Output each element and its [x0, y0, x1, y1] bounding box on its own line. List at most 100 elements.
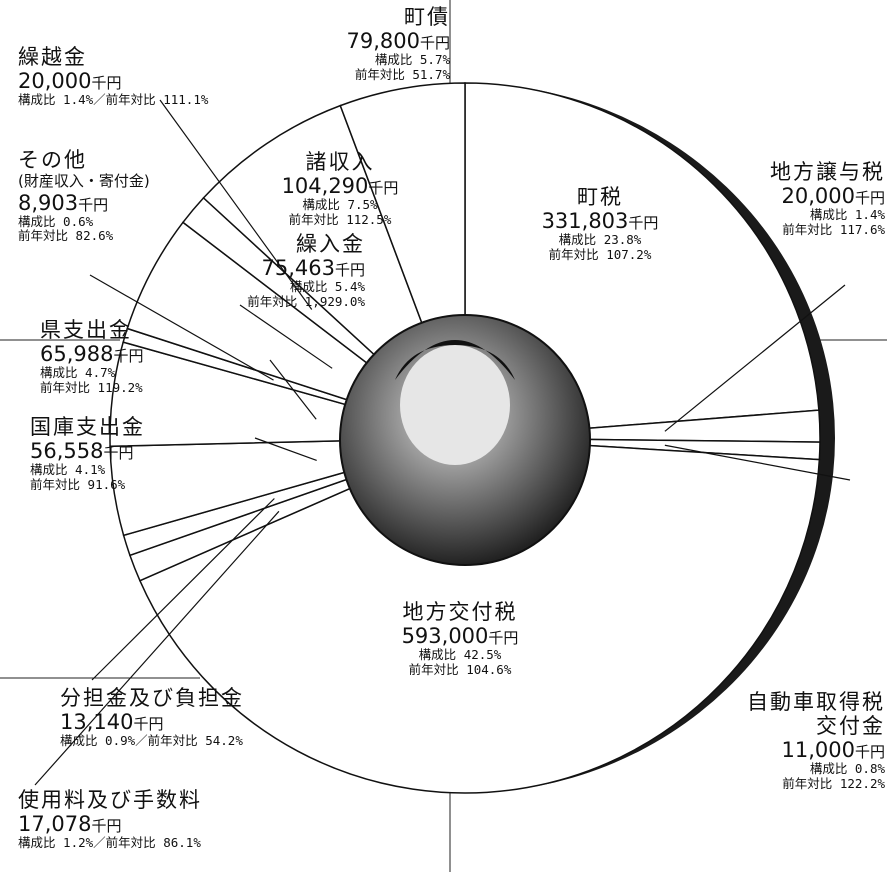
amount: 56,558 — [30, 439, 103, 463]
category-name: 自動車取得税交付金 — [747, 690, 885, 738]
label-line: 前年対比 1,929.0% — [165, 295, 365, 309]
label-line: 国庫支出金 — [30, 415, 270, 439]
unit: 千円 — [91, 817, 121, 835]
slice-label: 町債79,800千円構成比 5.7%前年対比 51.7% — [300, 5, 450, 82]
unit: 千円 — [488, 629, 518, 647]
category-name: 使用料及び手数料 — [18, 788, 202, 812]
separator: ／ — [135, 733, 148, 748]
label-line: 繰越金 — [18, 45, 338, 69]
category-name: 町税 — [577, 185, 623, 209]
label-line: 構成比 1.2%／前年対比 86.1% — [18, 836, 478, 850]
category-name: 地方交付税 — [403, 600, 518, 624]
amount: 79,800 — [347, 29, 420, 53]
share-label: 構成比 — [375, 52, 413, 67]
share: 42.5% — [464, 647, 502, 662]
amount: 331,803 — [542, 209, 629, 233]
label-line: 県支出金 — [40, 318, 280, 342]
label-line: その他 — [18, 148, 218, 172]
yoy-label: 前年対比 — [106, 92, 156, 107]
label-line: 構成比 5.4% — [165, 280, 365, 294]
amount: 593,000 — [402, 624, 489, 648]
yoy-label: 前年対比 — [40, 380, 90, 395]
share: 1.2% — [63, 835, 93, 850]
amount: 75,463 — [262, 256, 335, 280]
yoy: 104.6% — [466, 662, 511, 677]
yoy-label: 前年対比 — [549, 247, 599, 262]
label-line: (財産収入・寄付金) — [18, 172, 218, 190]
yoy: 111.1% — [163, 92, 208, 107]
label-line: 前年対比 117.6% — [735, 223, 885, 237]
amount: 11,000 — [782, 738, 855, 762]
label-line: 構成比 7.5% — [255, 198, 425, 212]
yoy-label: 前年対比 — [409, 662, 459, 677]
yoy: 107.2% — [606, 247, 651, 262]
label-line: 構成比 4.7% — [40, 366, 280, 380]
page: 町税331,803千円構成比 23.8%前年対比 107.2%地方譲与税20,0… — [0, 0, 887, 872]
category-name: 町債 — [404, 5, 450, 29]
yoy: 119.2% — [98, 380, 143, 395]
category-name: 繰越金 — [18, 45, 87, 69]
unit: 千円 — [855, 189, 885, 207]
share: 4.7% — [85, 365, 115, 380]
label-line: 20,000千円 — [18, 69, 338, 93]
yoy-label: 前年対比 — [289, 212, 339, 227]
share: 7.5% — [347, 197, 377, 212]
slice-label: 町税331,803千円構成比 23.8%前年対比 107.2% — [505, 185, 695, 262]
separator: ／ — [93, 835, 106, 850]
unit: 千円 — [78, 196, 108, 214]
share-label: 構成比 — [302, 197, 340, 212]
share: 0.9% — [105, 733, 135, 748]
label-line: 104,290千円 — [255, 174, 425, 198]
share-label: 構成比 — [60, 733, 98, 748]
category-name: 分担金及び負担金 — [60, 686, 244, 710]
amount: 17,078 — [18, 812, 91, 836]
label-line: 前年対比 122.2% — [735, 777, 885, 791]
yoy: 117.6% — [840, 222, 885, 237]
category-name: 諸収入 — [306, 150, 375, 174]
unit: 千円 — [113, 347, 143, 365]
label-line: 構成比 1.4% — [735, 208, 885, 222]
slice-label: 自動車取得税交付金11,000千円構成比 0.8%前年対比 122.2% — [735, 690, 885, 791]
unit: 千円 — [133, 715, 163, 733]
share-label: 構成比 — [810, 761, 848, 776]
unit: 千円 — [855, 743, 885, 761]
label-line: 繰入金 — [165, 232, 365, 256]
category-name: 国庫支出金 — [30, 415, 145, 439]
yoy: 112.5% — [346, 212, 391, 227]
yoy-label: 前年対比 — [148, 733, 198, 748]
label-line: 自動車取得税交付金 — [735, 690, 885, 738]
separator: ／ — [93, 92, 106, 107]
share-label: 構成比 — [810, 207, 848, 222]
unit: 千円 — [420, 34, 450, 52]
yoy-label: 前年対比 — [247, 294, 297, 309]
share-label: 構成比 — [18, 92, 56, 107]
yoy-label: 前年対比 — [782, 222, 832, 237]
share: 23.8% — [604, 232, 642, 247]
share-label: 構成比 — [18, 835, 56, 850]
label-line: 前年対比 51.7% — [300, 68, 450, 82]
yoy: 91.6% — [88, 477, 126, 492]
label-line: 構成比 0.6% — [18, 215, 218, 229]
amount: 65,988 — [40, 342, 113, 366]
share-label: 構成比 — [30, 462, 68, 477]
label-line: 構成比 1.4%／前年対比 111.1% — [18, 93, 338, 107]
yoy: 82.6% — [76, 228, 114, 243]
label-line: 20,000千円 — [735, 184, 885, 208]
label-line: 構成比 4.1% — [30, 463, 270, 477]
label-line: 構成比 5.7% — [300, 53, 450, 67]
slice-label: その他(財産収入・寄付金)8,903千円構成比 0.6%前年対比 82.6% — [18, 148, 218, 243]
photo-face — [400, 345, 510, 465]
yoy: 86.1% — [163, 835, 201, 850]
unit: 千円 — [91, 74, 121, 92]
yoy: 54.2% — [205, 733, 243, 748]
category-note: (財産収入・寄付金) — [18, 172, 150, 190]
yoy: 1,929.0% — [305, 294, 365, 309]
label-line: 56,558千円 — [30, 439, 270, 463]
label-line: 諸収入 — [255, 150, 425, 174]
label-line: 11,000千円 — [735, 738, 885, 762]
